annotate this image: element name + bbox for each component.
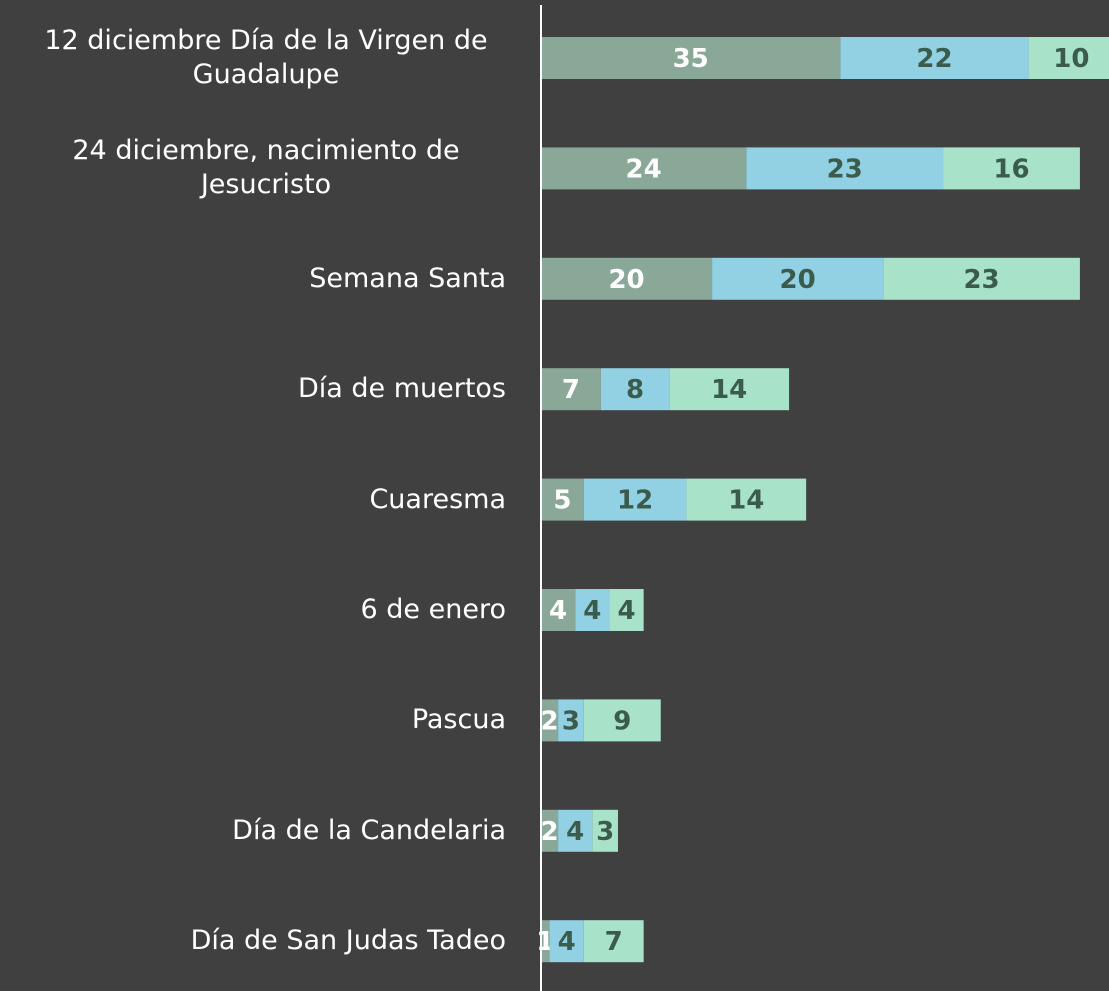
category-label-box: Día de muertos — [26, 372, 506, 406]
value-label: 7 — [605, 927, 623, 957]
category-label-box: Día de la Candelaria — [26, 814, 506, 848]
value-label: 2 — [541, 706, 559, 736]
bar-segment — [541, 257, 713, 300]
bar-segment — [609, 589, 644, 631]
value-label: 3 — [562, 706, 580, 736]
value-label: 14 — [728, 486, 764, 516]
category-label: Pascua — [411, 704, 506, 736]
bar-segment — [592, 809, 618, 852]
value-label: 10 — [1053, 44, 1089, 74]
category-label-box: 12 diciembre Día de la Virgen de Guadalu… — [26, 24, 506, 92]
bar-segment — [583, 920, 644, 963]
bar-segment — [583, 478, 687, 521]
category-label: 24 diciembre, nacimiento de Jesucristo — [72, 135, 460, 201]
bar-segment — [549, 920, 584, 963]
category-label-box: Pascua — [26, 703, 506, 737]
category-label-box: Cuaresma — [26, 483, 506, 517]
bar-segment — [558, 809, 593, 852]
bar-segment — [541, 920, 550, 963]
category-label-box: Día de San Judas Tadeo — [26, 924, 506, 958]
value-label: 4 — [617, 596, 635, 626]
bar-segment — [943, 147, 1080, 190]
value-label: 23 — [963, 265, 999, 295]
value-label: 20 — [608, 265, 644, 295]
value-label: 4 — [583, 596, 601, 626]
value-label: 14 — [711, 375, 747, 405]
category-label: Día de muertos — [297, 373, 506, 405]
value-label: 8 — [626, 375, 644, 405]
bar-segment — [840, 37, 1029, 79]
bar-segment — [712, 257, 884, 300]
bar-segment — [558, 699, 584, 742]
bar-segment — [541, 699, 559, 742]
value-label: 7 — [562, 375, 580, 405]
value-label: 4 — [558, 927, 576, 957]
category-label-box: Semana Santa — [26, 262, 506, 296]
bar-segment — [541, 147, 747, 190]
value-label: 9 — [613, 706, 631, 736]
value-label: 3 — [596, 817, 614, 847]
value-label: 16 — [993, 154, 1029, 184]
bar-segment — [541, 478, 584, 521]
category-label: 6 de enero — [360, 594, 506, 625]
bar-segment — [541, 368, 601, 411]
value-label: 4 — [566, 817, 584, 847]
bar-segment — [883, 257, 1080, 300]
category-label: 12 diciembre Día de la Virgen de Guadalu… — [44, 25, 488, 90]
bar-segment — [575, 589, 610, 631]
category-label-box: 24 diciembre, nacimiento de Jesucristo — [26, 134, 506, 202]
bar-segment — [746, 147, 944, 190]
bar-segment — [669, 368, 790, 411]
bar-segment — [541, 589, 576, 631]
bar-segment — [600, 368, 670, 411]
category-label: Cuaresma — [369, 483, 506, 515]
category-label: Semana Santa — [309, 262, 506, 294]
bar-segment — [1028, 37, 1109, 79]
value-label: 20 — [780, 265, 816, 295]
value-label: 5 — [553, 486, 571, 516]
bar-segment — [583, 699, 661, 742]
category-label-box: 6 de enero — [26, 593, 506, 627]
bar-segment — [541, 37, 841, 79]
category-label: Día de San Judas Tadeo — [190, 925, 506, 957]
value-label: 2 — [541, 817, 559, 847]
value-label: 23 — [827, 154, 863, 184]
bar-segment — [686, 478, 807, 521]
value-label: 22 — [916, 44, 952, 74]
value-label: 24 — [626, 154, 662, 184]
category-label: Día de la Candelaria — [232, 814, 506, 846]
value-label: 12 — [617, 486, 653, 516]
value-label: 35 — [673, 44, 709, 74]
bar-segment — [541, 809, 559, 852]
value-label: 4 — [549, 596, 567, 626]
